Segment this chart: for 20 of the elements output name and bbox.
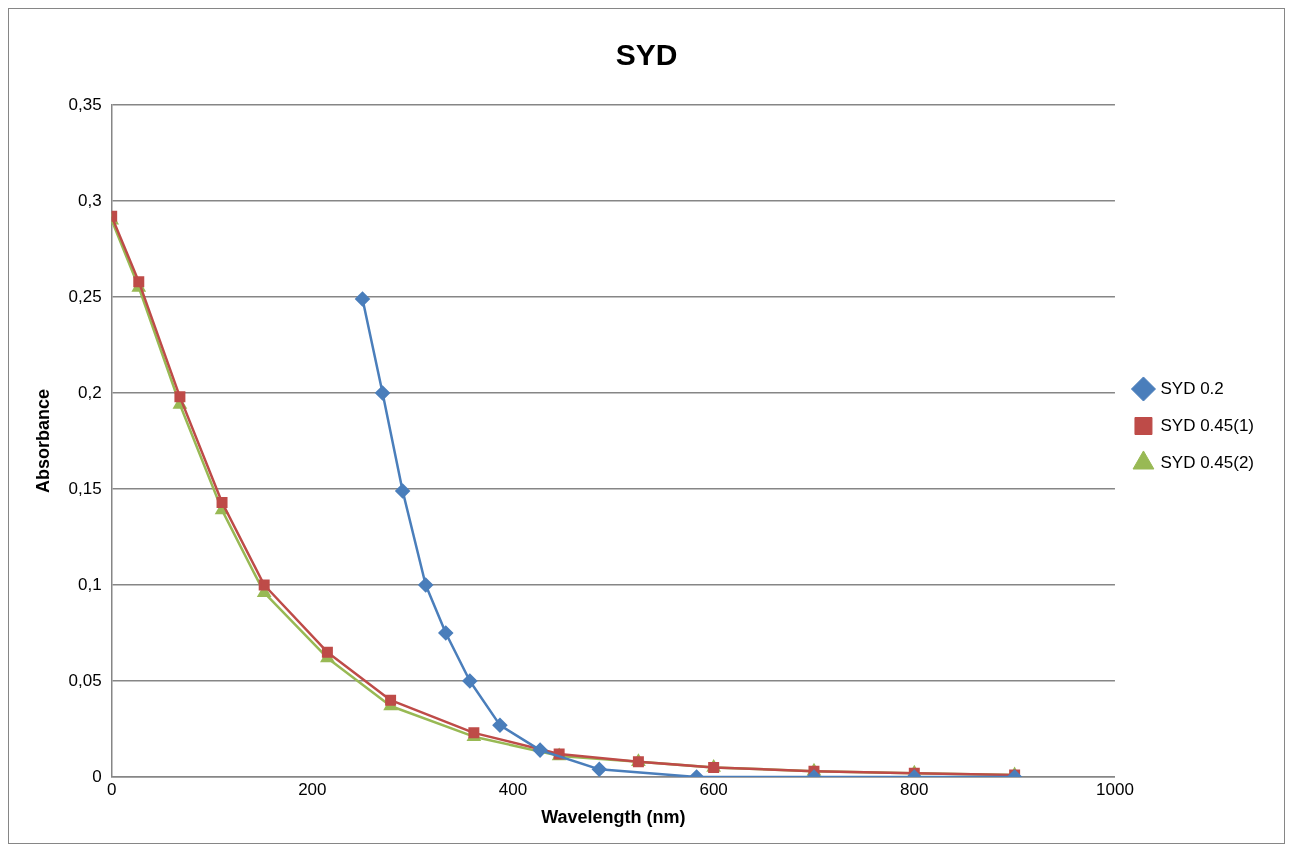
legend-label: SYD 0.45(1) [1160, 415, 1255, 435]
x-tick-label: 200 [298, 779, 327, 799]
chart-title: SYD [615, 38, 678, 72]
y-tick-label: 0 [92, 766, 102, 786]
y-tick-label: 0,25 [68, 286, 102, 306]
x-tick-label: 0 [106, 779, 117, 799]
x-axis-title: Wavelength (nm) [541, 807, 686, 828]
y-axis-title: Absorbance [32, 388, 53, 494]
y-tick-label: 0,3 [78, 190, 102, 210]
y-tick-label: 0,1 [78, 574, 102, 594]
x-tick-label: 600 [699, 779, 728, 799]
y-tick-label: 0,15 [68, 478, 102, 498]
legend-label: SYD 0.2 [1160, 378, 1224, 398]
x-tick-label: 800 [900, 779, 929, 799]
y-tick-label: 0,05 [68, 670, 102, 690]
y-tick-label: 0,35 [68, 94, 102, 114]
legend-label: SYD 0.45(2) [1160, 452, 1255, 472]
x-tick-label: 400 [498, 779, 528, 799]
x-tick-label: 1000 [1096, 779, 1134, 799]
y-tick-label: 0,2 [78, 382, 102, 402]
